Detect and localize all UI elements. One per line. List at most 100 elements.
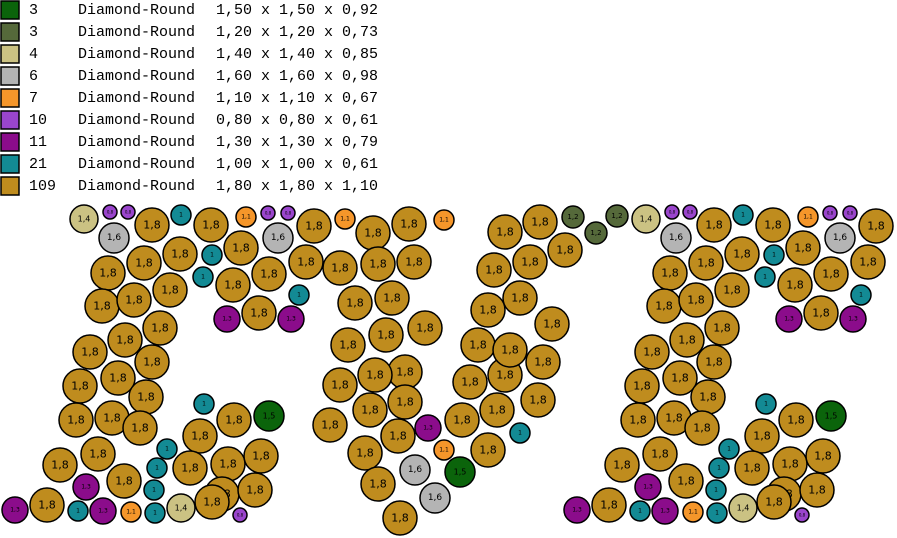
- stone-label: 0,8: [125, 210, 132, 215]
- stone: [547, 232, 583, 268]
- stone-label: 1,8: [116, 334, 134, 347]
- stone: [525, 344, 561, 380]
- stone: [476, 252, 512, 288]
- stone-label: 1,8: [697, 257, 715, 270]
- stone: [604, 447, 640, 483]
- stone: [850, 284, 872, 306]
- stone-label: 1: [727, 446, 731, 453]
- stone-label: 0,8: [827, 211, 834, 216]
- stone: [360, 246, 396, 282]
- stone-label: 1,8: [677, 475, 695, 488]
- stone-label: 1,8: [161, 284, 179, 297]
- stone: [664, 204, 680, 220]
- stone: [120, 501, 142, 523]
- stone: [235, 206, 257, 228]
- stone-label: 0,8: [237, 513, 244, 518]
- count: 4: [29, 46, 38, 63]
- stone: [522, 204, 558, 240]
- stone: [642, 436, 678, 472]
- stone-label: 1,8: [453, 414, 471, 427]
- stone: [387, 384, 423, 420]
- stone: [58, 402, 94, 438]
- stone: [382, 500, 418, 536]
- stone: [213, 305, 241, 333]
- stone-label: 1,8: [461, 376, 479, 389]
- stone-label: 1,6: [428, 493, 443, 503]
- count: 10: [29, 112, 47, 129]
- stone-label: 1,8: [252, 450, 270, 463]
- stone-label: 1,8: [260, 268, 278, 281]
- stone: [288, 244, 324, 280]
- stone-label: 1: [210, 252, 214, 259]
- stone-label: 1,8: [391, 512, 409, 525]
- stone: [433, 209, 455, 231]
- stone: [100, 360, 136, 396]
- stone: [232, 507, 248, 523]
- stone: [732, 204, 754, 226]
- stone-label: 1,8: [822, 268, 840, 281]
- size: 1,20 x 1,20 x 0,73: [216, 24, 378, 41]
- stone-label: 1,8: [469, 339, 487, 352]
- stone-label: 1,8: [219, 458, 237, 471]
- stone: [799, 472, 835, 508]
- stone-label: 1,2: [590, 229, 601, 237]
- shape: Diamond-Round: [78, 24, 195, 41]
- stone-label: 1,8: [687, 294, 705, 307]
- stone-label: 1,8: [383, 292, 401, 305]
- stone-label: 1,1: [803, 214, 813, 221]
- stone-label: 1,3: [660, 508, 670, 515]
- stone-label: 1,3: [286, 316, 296, 323]
- stone-label: 1,8: [655, 300, 673, 313]
- stone-label: 1,8: [764, 219, 782, 232]
- stone: [106, 463, 142, 499]
- swatch: [0, 132, 20, 152]
- stone: [696, 344, 732, 380]
- stone-label: 1,8: [67, 414, 85, 427]
- stone-label: 1: [201, 274, 205, 281]
- stone: [72, 334, 108, 370]
- stone: [724, 236, 760, 272]
- stone-label: 1,8: [678, 334, 696, 347]
- stone-label: 1,8: [331, 262, 349, 275]
- stone: [704, 310, 740, 346]
- stone-label: 1,4: [737, 504, 750, 513]
- stone: [67, 500, 89, 522]
- stone: [260, 205, 276, 221]
- stone: [407, 310, 443, 346]
- stone: [631, 204, 661, 234]
- stone-label: 1,8: [699, 391, 717, 404]
- stone: [634, 473, 662, 501]
- stone-label: 1,8: [781, 458, 799, 471]
- stone-label: 1,8: [705, 356, 723, 369]
- stone-label: 1,1: [340, 216, 350, 223]
- stone-label: 1,8: [81, 346, 99, 359]
- swatch: [0, 176, 20, 196]
- shape: Diamond-Round: [78, 156, 195, 173]
- stone: [563, 496, 591, 524]
- stone: [605, 204, 629, 228]
- stone: [754, 266, 776, 288]
- stone-label: 1,8: [665, 412, 683, 425]
- stone-label: 1: [763, 274, 767, 281]
- stone-label: 1,8: [812, 307, 830, 320]
- stone: [216, 402, 252, 438]
- stone: [682, 501, 704, 523]
- stone-label: 1,8: [250, 307, 268, 320]
- stone-label: 1,8: [671, 372, 689, 385]
- stone: [755, 207, 791, 243]
- stone-label: 1: [297, 292, 301, 299]
- stone: [192, 266, 214, 288]
- stone: [69, 204, 99, 234]
- stone-label: 1,3: [98, 508, 108, 515]
- stone: [391, 206, 427, 242]
- stone: [107, 322, 143, 358]
- stone-label: 1,8: [405, 256, 423, 269]
- stone: [29, 487, 65, 523]
- size: 1,40 x 1,40 x 0,85: [216, 46, 378, 63]
- stone: [126, 245, 162, 281]
- stone-label: 1,8: [305, 220, 323, 233]
- stone: [241, 295, 277, 331]
- stone: [120, 204, 136, 220]
- stone-label: 1,8: [705, 219, 723, 232]
- stone: [452, 364, 488, 400]
